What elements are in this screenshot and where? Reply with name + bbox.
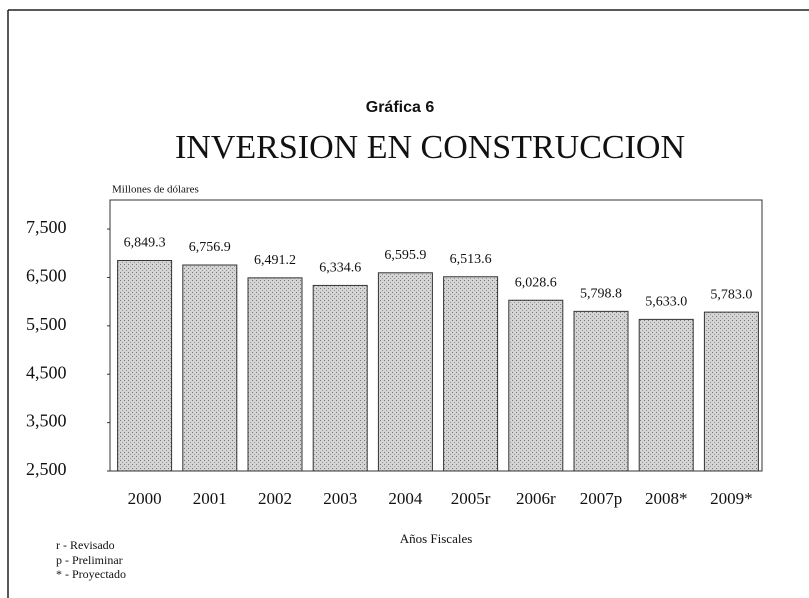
x-tick-label: 2005r <box>451 489 491 508</box>
y-tick-label: 5,500 <box>26 314 67 334</box>
bar <box>573 310 629 472</box>
x-tick-label: 2000 <box>128 489 162 508</box>
x-tick-label: 2002 <box>258 489 292 508</box>
value-label: 6,491.2 <box>254 253 296 268</box>
bar <box>508 299 564 472</box>
bar <box>312 284 368 472</box>
bar <box>117 260 173 472</box>
value-label: 6,595.9 <box>384 248 426 263</box>
x-tick-label: 2007p <box>580 489 623 508</box>
value-label: 5,783.0 <box>710 287 752 302</box>
plot-frame <box>109 199 763 472</box>
bar <box>182 264 238 472</box>
y-tick-label: 3,500 <box>26 411 67 431</box>
value-label: 6,513.6 <box>450 252 492 267</box>
note: p - Preliminar <box>56 553 123 567</box>
y-tick-label: 2,500 <box>26 459 67 479</box>
x-tick-label: 2001 <box>193 489 227 508</box>
value-label: 6,028.6 <box>515 275 557 290</box>
x-tick-label: 2004 <box>388 489 423 508</box>
bar <box>247 277 303 472</box>
x-axis-label: Años Fiscales <box>400 531 473 546</box>
chart-title: INVERSION EN CONSTRUCCION <box>175 129 685 166</box>
bar <box>638 318 694 472</box>
chart-label: Gráfica 6 <box>366 99 435 116</box>
x-tick-label: 2003 <box>323 489 357 508</box>
y-tick-label: 7,500 <box>26 217 67 237</box>
value-label: 5,798.8 <box>580 287 622 302</box>
value-label: 5,633.0 <box>645 295 687 310</box>
x-tick-label: 2006r <box>516 489 556 508</box>
value-label: 6,756.9 <box>189 240 231 255</box>
y-axis-label: Millones de dólares <box>112 184 199 196</box>
bar <box>377 272 433 472</box>
x-tick-label: 2008* <box>645 489 688 508</box>
note: r - Revisado <box>56 538 115 552</box>
note: * - Proyectado <box>56 567 126 581</box>
bar <box>443 276 499 472</box>
y-tick-label: 6,500 <box>26 266 67 286</box>
x-tick-label: 2009* <box>710 489 753 508</box>
bar <box>703 311 759 472</box>
y-tick-label: 4,500 <box>26 362 67 382</box>
value-label: 6,849.3 <box>124 236 166 251</box>
value-label: 6,334.6 <box>319 261 361 276</box>
